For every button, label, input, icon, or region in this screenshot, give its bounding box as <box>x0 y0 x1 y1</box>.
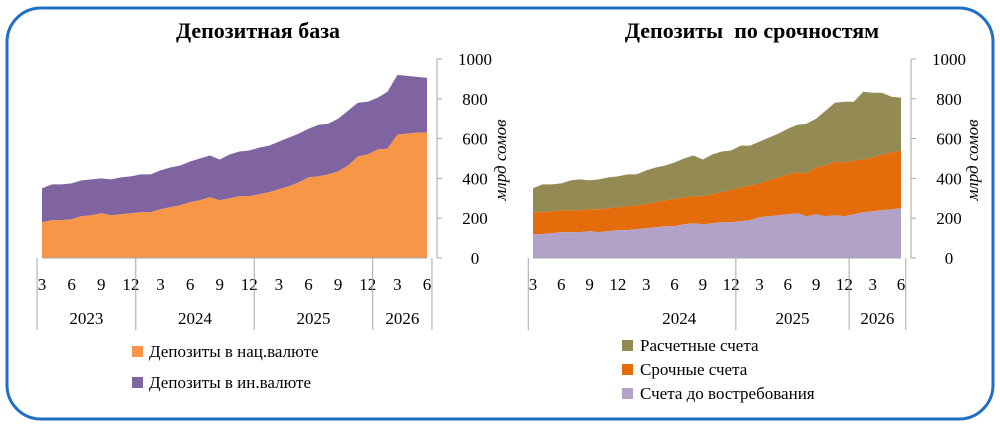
y-axis: 0 200 400 600 800 1000 <box>910 50 966 268</box>
x-tick-label: 3 <box>529 275 538 294</box>
y-tick-label: 600 <box>936 130 962 149</box>
x-tick-label: 6 <box>670 275 679 294</box>
x-tick-label: 6 <box>67 275 76 294</box>
chart-title: Депозиты по срочностям <box>625 18 879 43</box>
x-tick-label: 12 <box>241 275 258 294</box>
x-tick-label: 9 <box>699 275 708 294</box>
legend-swatch <box>622 388 633 399</box>
y-tick-label: 1000 <box>932 50 966 69</box>
x-tick-label: 12 <box>359 275 376 294</box>
y-axis-label: млрд сомов <box>491 119 510 202</box>
x-tick-label: 3 <box>393 275 402 294</box>
y-tick-label: 400 <box>936 169 962 188</box>
y-tick-label: 800 <box>936 90 962 109</box>
legend-item-term: Срочные счета <box>622 360 748 379</box>
chart-title: Депозитная база <box>176 18 340 43</box>
x-group-label: 2024 <box>178 309 213 328</box>
x-tick-label: 6 <box>784 275 793 294</box>
x-tick-label: 12 <box>723 275 740 294</box>
x-tick-label: 6 <box>304 275 313 294</box>
x-tick-label: 9 <box>215 275 224 294</box>
x-group-label: 2024 <box>662 309 697 328</box>
x-tick-label: 6 <box>897 275 906 294</box>
x-tick-label: 3 <box>642 275 651 294</box>
x-tick-label: 6 <box>423 275 432 294</box>
legend-swatch <box>622 340 633 351</box>
legend-label: Счета до востребования <box>640 384 815 403</box>
x-tick-label: 12 <box>122 275 139 294</box>
area-series-group <box>533 91 901 258</box>
deposits-by-maturity-chart: Депозиты по срочностям 3 6 9 12 3 6 9 12 3 6 9 12 3 6… <box>527 18 982 403</box>
legend-item-current: Расчетные счета <box>622 336 759 355</box>
y-tick-label: 200 <box>936 209 962 228</box>
y-axis-label: млрд сомов <box>963 119 982 202</box>
y-tick-label: 600 <box>462 130 488 149</box>
x-tick-label: 3 <box>868 275 877 294</box>
x-tick-label: 3 <box>275 275 284 294</box>
x-axis: 3 6 9 12 3 6 9 12 3 6 9 12 3 6 2023 2024 2025 2026 <box>36 257 433 330</box>
area-series-1 <box>42 132 427 258</box>
x-tick-label: 6 <box>186 275 195 294</box>
area-series-2 <box>42 74 427 223</box>
y-tick-label: 0 <box>945 249 954 268</box>
legend-swatch <box>132 346 143 357</box>
area-series-2 <box>533 150 901 235</box>
x-tick-label: 3 <box>156 275 165 294</box>
y-tick-label: 1000 <box>458 50 492 69</box>
y-tick-label: 200 <box>462 209 488 228</box>
x-tick-label: 12 <box>609 275 626 294</box>
x-tick-label: 3 <box>38 275 47 294</box>
frame-border <box>5 6 995 421</box>
legend-label: Срочные счета <box>640 360 748 379</box>
deposit-base-chart: Депозитная база 3 6 9 12 3 6 9 12 3 6 9 12 3 6 2023 202… <box>36 18 510 392</box>
y-tick-label: 0 <box>471 249 480 268</box>
x-tick-label: 9 <box>334 275 343 294</box>
legend-item-national: Депозиты в нац.валюте <box>132 342 319 361</box>
legend-item-demand: Счета до востребования <box>622 384 815 403</box>
x-tick-label: 3 <box>755 275 764 294</box>
area-series-1 <box>533 208 901 258</box>
y-tick-label: 800 <box>462 90 488 109</box>
x-tick-label: 9 <box>812 275 821 294</box>
legend-swatch <box>132 377 143 388</box>
x-group-label: 2025 <box>775 309 809 328</box>
legend: Депозиты в нац.валюте Депозиты в ин.валю… <box>132 342 319 392</box>
legend-label: Расчетные счета <box>640 336 759 355</box>
x-group-label: 2026 <box>385 309 419 328</box>
legend-label: Депозиты в нац.валюте <box>149 342 319 361</box>
x-tick-label: 6 <box>557 275 566 294</box>
area-series-3 <box>533 91 901 213</box>
legend-item-foreign: Депозиты в ин.валюте <box>132 373 311 392</box>
legend-label: Депозиты в ин.валюте <box>149 373 311 392</box>
x-tick-label: 9 <box>585 275 594 294</box>
x-tick-label: 9 <box>97 275 106 294</box>
legend-swatch <box>622 364 633 375</box>
x-group-label: 2026 <box>860 309 894 328</box>
area-series-group <box>42 74 427 258</box>
x-tick-label: 12 <box>836 275 853 294</box>
x-group-label: 2023 <box>69 309 103 328</box>
y-axis: 0 200 400 600 800 1000 <box>436 50 492 268</box>
y-tick-label: 400 <box>462 169 488 188</box>
x-group-label: 2025 <box>296 309 330 328</box>
legend: Расчетные счета Срочные счета Счета до в… <box>622 336 815 403</box>
